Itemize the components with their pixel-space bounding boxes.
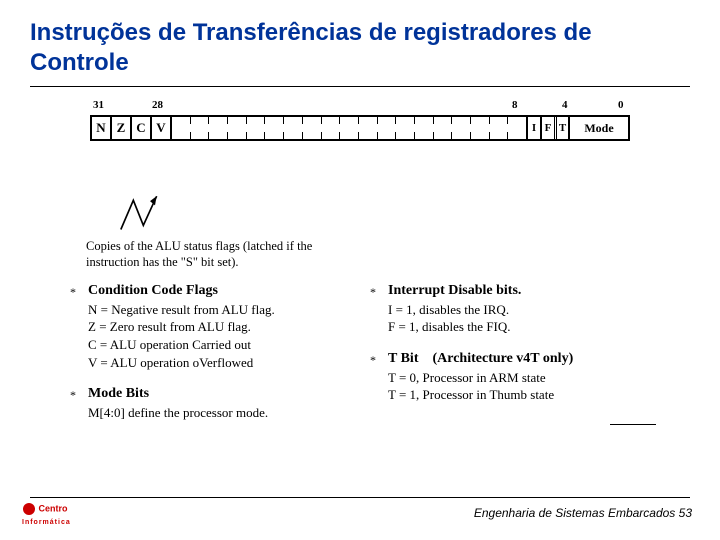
arrow-icon	[105, 192, 245, 242]
mode-cell: Mode	[568, 117, 628, 139]
right-column: * Interrupt Disable bits. I = 1, disable…	[370, 282, 670, 436]
bit-label-0: 0	[618, 99, 624, 111]
section-line: T = 0, Processor in ARM state	[388, 369, 670, 387]
section-title: T Bit (Architecture v4T only)	[388, 350, 670, 369]
bit-label-28: 28	[152, 99, 163, 111]
bit-label-31: 31	[93, 99, 104, 111]
section-line: T = 1, Processor in Thumb state	[388, 386, 670, 404]
section-line: C = ALU operation Carried out	[88, 336, 370, 354]
title-underline	[30, 86, 690, 87]
logo: Centro Informática	[22, 502, 71, 526]
interrupt-section: * Interrupt Disable bits. I = 1, disable…	[370, 282, 670, 336]
section-line: M[4:0] define the processor mode.	[88, 404, 370, 422]
bit-row: N Z C V I F T Mode	[90, 115, 630, 141]
flag-cell-v: V	[152, 117, 172, 139]
decorative-underline	[610, 424, 656, 425]
section-line: Z = Zero result from ALU flag.	[88, 318, 370, 336]
section-title: Interrupt Disable bits.	[388, 282, 670, 301]
section-line: V = ALU operation oVerflowed	[88, 354, 370, 372]
bullet-star: *	[70, 387, 76, 403]
condition-flags-section: * Condition Code Flags N = Negative resu…	[70, 282, 370, 371]
tbit-section: * T Bit (Architecture v4T only) T = 0, P…	[370, 350, 670, 404]
flag-cell-t: T	[554, 117, 568, 139]
tick-region	[172, 117, 526, 139]
bullet-star: *	[370, 284, 376, 300]
section-line: N = Negative result from ALU flag.	[88, 301, 370, 319]
section-line: F = 1, disables the FIQ.	[388, 318, 670, 336]
flag-cell-c: C	[132, 117, 152, 139]
mode-bits-section: * Mode Bits M[4:0] define the processor …	[70, 385, 370, 421]
psr-bit-diagram: 31 28 8 4 0 N Z C V I F T Mode	[90, 115, 630, 163]
section-line: I = 1, disables the IRQ.	[388, 301, 670, 319]
section-title: Mode Bits	[88, 385, 370, 404]
flag-cell-f: F	[540, 117, 554, 139]
bit-label-4: 4	[562, 99, 568, 111]
diagram-caption: Copies of the ALU status flags (latched …	[86, 238, 366, 271]
section-title: Condition Code Flags	[88, 282, 370, 301]
left-column: * Condition Code Flags N = Negative resu…	[70, 282, 370, 436]
bit-label-8: 8	[512, 99, 518, 111]
content-columns: * Condition Code Flags N = Negative resu…	[70, 282, 670, 436]
footer-text: Engenharia de Sistemas Embarcados 53	[474, 506, 692, 520]
flag-cell-i: I	[526, 117, 540, 139]
bullet-star: *	[370, 352, 376, 368]
slide-title: Instruções de Transferências de registra…	[0, 0, 720, 86]
flag-cell-n: N	[92, 117, 112, 139]
bullet-star: *	[70, 284, 76, 300]
footer-divider	[30, 497, 690, 498]
flag-cell-z: Z	[112, 117, 132, 139]
